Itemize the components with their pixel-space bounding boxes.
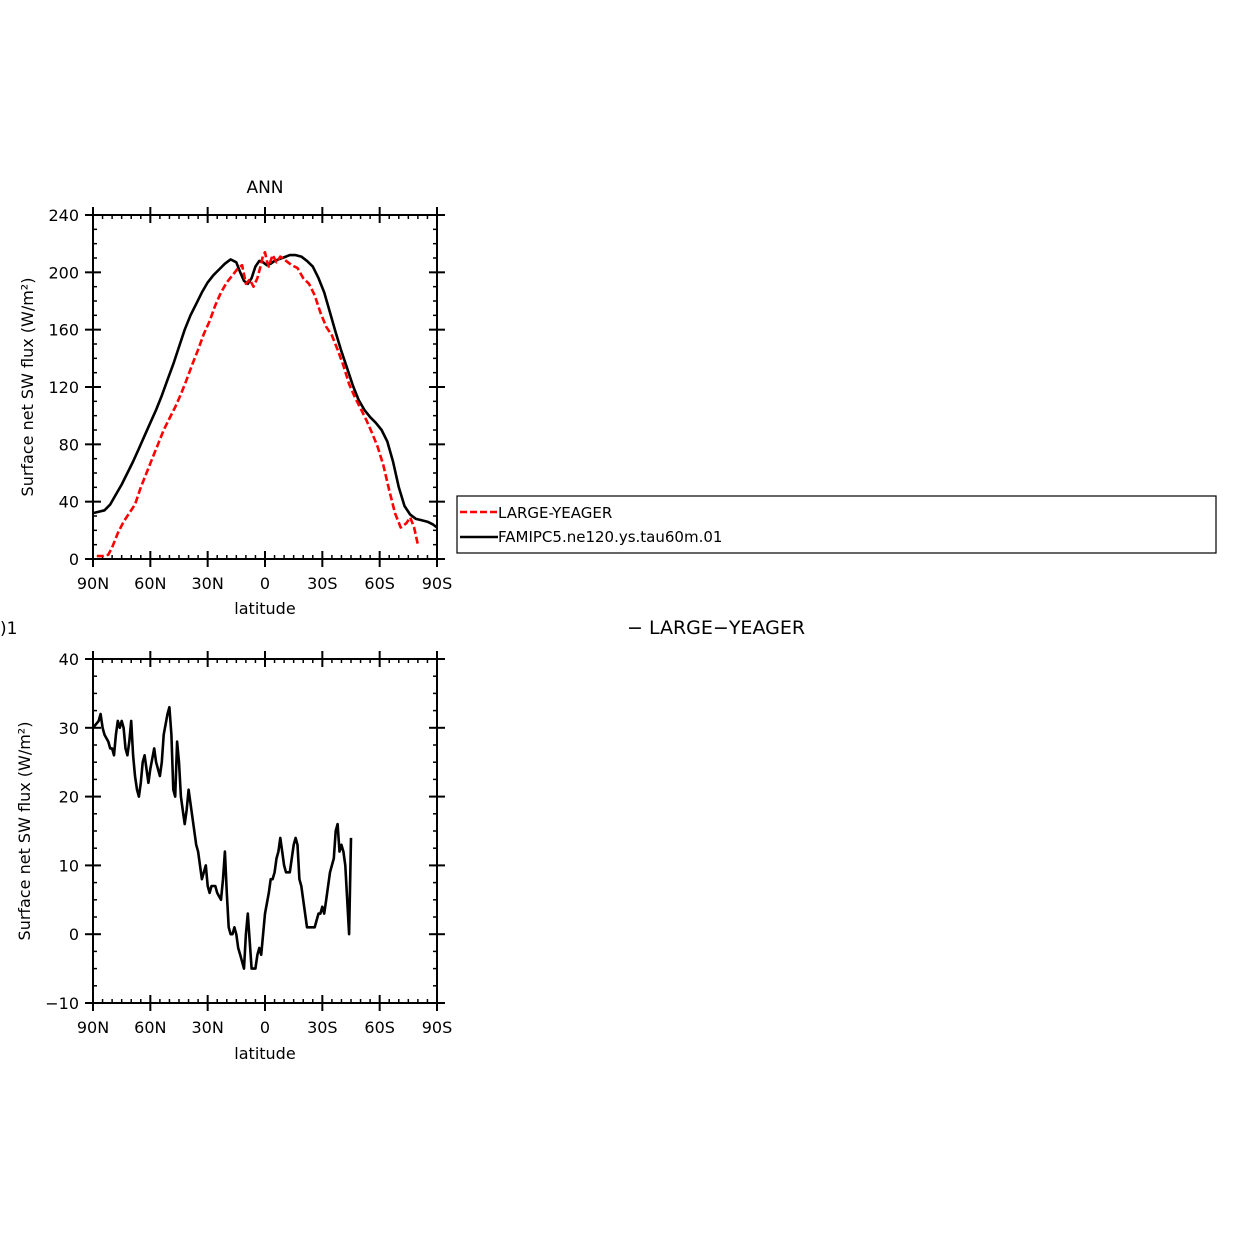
panel1-y-tick-label: 40	[59, 493, 79, 512]
panel2-x-tick-label: 90N	[77, 1018, 109, 1037]
legend-label-large-yeager: LARGE-YEAGER	[498, 504, 612, 522]
panel2-series	[91, 705, 353, 970]
panel1-y-tick-label: 200	[48, 263, 79, 282]
panel2-x-tick-label: 0	[260, 1018, 270, 1037]
panel1-y-tick-label: 0	[69, 550, 79, 569]
panel2-x-tick-label: 60N	[134, 1018, 166, 1037]
panel2-y-axis: −10 0 10 20 30 40	[45, 650, 445, 1013]
panel1-x-tick-label: 90N	[77, 574, 109, 593]
panel1-x-axis-label: latitude	[234, 599, 295, 618]
panel1-y-tick-label: 120	[48, 378, 79, 397]
panel2-plot-frame	[92, 658, 438, 1004]
panel1-x-tick-label: 60S	[364, 574, 395, 593]
panel1-x-tick-label: 0	[260, 574, 270, 593]
panel2-y-tick-label: 10	[59, 856, 79, 875]
panel1-x-tick-label: 60N	[134, 574, 166, 593]
panel1-series-line-1	[92, 253, 438, 529]
panel2-x-tick-label: 90S	[422, 1018, 453, 1037]
panel1-x-tick-label: 30S	[307, 574, 338, 593]
legend-box	[456, 495, 1217, 554]
panel1-y-tick-label: 160	[48, 321, 79, 340]
panel1-x-tick-label: 90S	[422, 574, 453, 593]
panel2-y-axis-label: Surface net SW flux (W/m²)	[15, 722, 34, 941]
panel1-y-axis: 0 40 80 120 160 200 240	[48, 206, 445, 569]
panel2-x-tick-label: 30N	[192, 1018, 224, 1037]
panel1-y-axis-label: Surface net SW flux (W/m²)	[18, 278, 37, 497]
panel2-x-tick-label: 30S	[307, 1018, 338, 1037]
panel2-x-axis: 90N 60N 30N 0 30S 60S 90S	[77, 651, 452, 1037]
legend: LARGE-YEAGER FAMIPC5.ne120.ys.tau60m.01	[456, 495, 1217, 554]
panel1-x-tick-label: 30N	[192, 574, 224, 593]
panel1-series-line-0	[96, 251, 420, 558]
panel1-x-axis: 90N 60N 30N 0 30S 60S 90S	[77, 207, 452, 593]
panel1-plot-frame	[92, 214, 438, 560]
panel2-right-title: − LARGE−YEAGER	[627, 617, 805, 639]
panel1-title: ANN	[246, 178, 283, 198]
panel2-y-tick-label: 40	[59, 650, 79, 669]
panel2-y-tick-label: 30	[59, 719, 79, 738]
panel2-y-tick-label: −10	[45, 994, 79, 1013]
legend-label-famipc5: FAMIPC5.ne120.ys.tau60m.01	[498, 528, 722, 546]
panel2-x-axis-label: latitude	[234, 1044, 295, 1063]
panel2-left-title-fragment: )1	[0, 619, 17, 639]
panel1-y-tick-label: 240	[48, 206, 79, 225]
panel2-series-line-0	[91, 705, 353, 970]
panel2-x-tick-label: 60S	[364, 1018, 395, 1037]
panel-difference: )1 − LARGE−YEAGER −10 0 10 20 30 40 90N 60N 30N…	[0, 617, 805, 1063]
panel1-y-tick-label: 80	[59, 435, 79, 454]
panel1-series	[92, 251, 438, 558]
panel2-y-tick-label: 20	[59, 788, 79, 807]
panel2-y-tick-label: 0	[69, 925, 79, 944]
